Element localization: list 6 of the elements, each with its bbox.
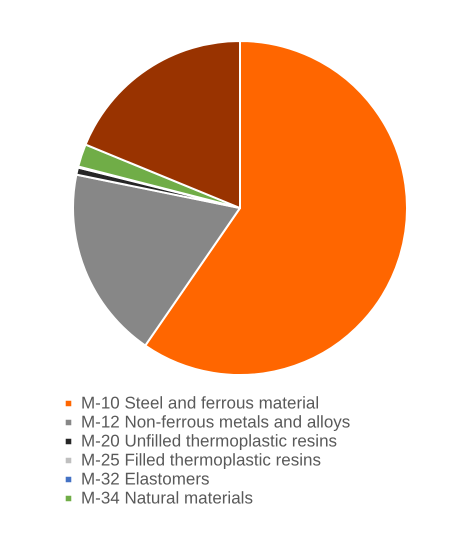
- legend-label: M-20 Unfilled thermoplastic resins: [81, 432, 338, 450]
- legend-label: M-32 Elastomers: [81, 470, 210, 488]
- legend-label: M-25 Filled thermoplastic resins: [81, 450, 321, 470]
- legend-label: M-12 Non-ferrous metals and alloys: [81, 412, 350, 432]
- legend-label: M-34 Natural materials: [81, 488, 253, 508]
- legend-label: M-10 Steel and ferrous material: [81, 394, 320, 412]
